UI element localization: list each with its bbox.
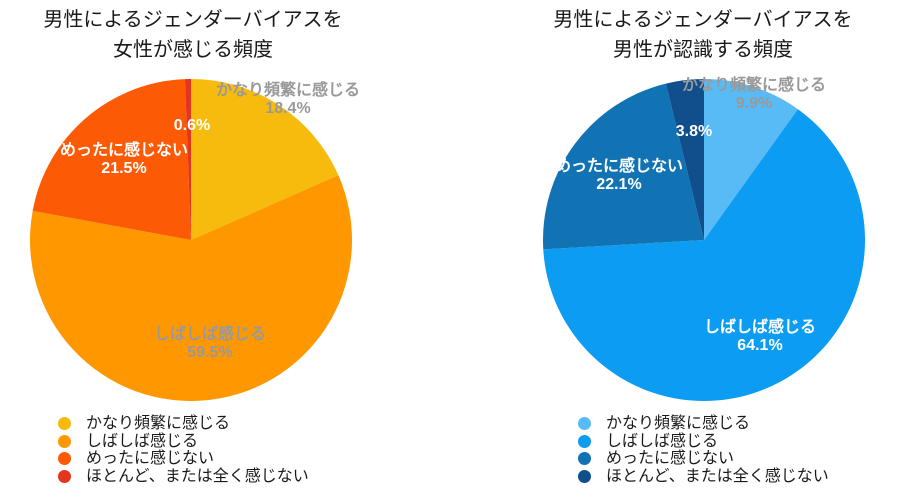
legend-label: しばしば感じる — [86, 432, 199, 450]
pie-slice-0[interactable] — [704, 79, 798, 240]
pie-slice-2[interactable] — [32, 79, 191, 240]
legend-label: かなり頻繁に感じる — [86, 415, 231, 433]
legend-men: かなり頻繁に感じる しばしば感じる めったに感じない ほとんど、または全く感じな… — [578, 415, 829, 485]
slice-label-pct: 3.8% — [675, 123, 713, 140]
slice-label-rarely: めったに感じない 22.1% — [555, 158, 683, 194]
legend-item-almost-never[interactable]: ほとんど、または全く感じない — [578, 468, 829, 486]
legend-swatch-icon — [58, 417, 71, 431]
slice-label-pct: 64.1% — [737, 337, 783, 354]
legend-swatch-icon — [578, 417, 591, 431]
chart-title-women: 男性によるジェンダーバイアスを 女性が感じる頻度 — [0, 5, 386, 65]
legend-women: かなり頻繁に感じる しばしば感じる めったに感じない ほとんど、または全く感じな… — [58, 415, 309, 485]
slice-label-text: しばしば感じる — [153, 326, 267, 343]
pie-slice-3[interactable] — [665, 79, 704, 240]
pie-slice-1[interactable] — [543, 109, 865, 401]
pie-women-feel[interactable] — [30, 79, 352, 401]
slice-label-pct: 22.1% — [596, 176, 642, 193]
legend-label: しばしば感じる — [606, 432, 719, 450]
legend-item-rarely[interactable]: めったに感じない — [578, 450, 829, 468]
legend-item-rarely[interactable]: めったに感じない — [58, 450, 309, 468]
legend-label: めったに感じない — [86, 450, 215, 468]
chart-title-line2: 男性が認識する頻度 — [613, 39, 793, 61]
legend-item-almost-never[interactable]: ほとんど、または全く感じない — [58, 468, 309, 486]
slice-label-text: めったに感じない — [554, 158, 684, 175]
legend-item-often[interactable]: しばしば感じる — [578, 433, 829, 451]
chart-title-line1: 男性によるジェンダーバイアスを — [43, 9, 343, 31]
pie-slice-0[interactable] — [191, 79, 339, 240]
legend-swatch-icon — [578, 434, 591, 448]
slice-label-often: しばしば感じる 59.5% — [154, 326, 266, 362]
slice-label-very-often: かなり頻繁に感じる 9.9% — [682, 77, 826, 113]
pie-slice-2[interactable] — [543, 83, 704, 250]
slice-label-pct: 9.9% — [735, 95, 773, 112]
chart-title-line2: 女性が感じる頻度 — [113, 39, 273, 61]
slice-label-text: かなり頻繁に感じる — [215, 82, 361, 99]
slice-label-very-often: かなり頻繁に感じる 18.4% — [216, 82, 360, 118]
slice-label-text: かなり頻繁に感じる — [681, 77, 827, 94]
slice-label-pct: 21.5% — [101, 160, 147, 177]
slice-label-pct: 18.4% — [265, 100, 311, 117]
legend-label: ほとんど、または全く感じない — [606, 467, 829, 485]
slice-label-almost-never: 3.8% — [676, 123, 712, 141]
slice-label-rarely: めったに感じない 21.5% — [60, 142, 188, 178]
slice-label-almost-never: 0.6% — [174, 117, 210, 135]
legend-swatch-icon — [58, 469, 71, 483]
legend-item-very-often[interactable]: かなり頻繁に感じる — [578, 415, 829, 433]
chart-men-recognize: 男性によるジェンダーバイアスを 男性が認識する頻度 かなり頻繁に感じる 9.9%… — [455, 0, 910, 498]
pie-slice-3[interactable] — [184, 79, 191, 240]
slice-label-often: しばしば感じる 64.1% — [704, 319, 816, 355]
legend-swatch-icon — [58, 434, 71, 448]
legend-swatch-icon — [58, 452, 71, 466]
legend-item-very-often[interactable]: かなり頻繁に感じる — [58, 415, 309, 433]
chart-women-feel: 男性によるジェンダーバイアスを 女性が感じる頻度 かなり頻繁に感じる 18.4%… — [0, 5, 386, 485]
chart-title-line1: 男性によるジェンダーバイアスを — [553, 9, 853, 31]
legend-swatch-icon — [578, 469, 591, 483]
pie-slice-1[interactable] — [30, 175, 352, 401]
legend-label: ほとんど、または全く感じない — [86, 467, 309, 485]
slice-label-pct: 59.5% — [187, 344, 233, 361]
chart-title-men: 男性によるジェンダーバイアスを 男性が認識する頻度 — [517, 5, 889, 65]
slice-label-text: しばしば感じる — [703, 319, 817, 336]
legend-label: かなり頻繁に感じる — [606, 415, 751, 433]
legend-item-often[interactable]: しばしば感じる — [58, 433, 309, 451]
legend-label: めったに感じない — [606, 450, 735, 468]
slice-label-text: めったに感じない — [59, 142, 189, 159]
slice-label-pct: 0.6% — [173, 117, 211, 134]
pie-men-recognize[interactable] — [543, 79, 865, 401]
legend-swatch-icon — [578, 452, 591, 466]
